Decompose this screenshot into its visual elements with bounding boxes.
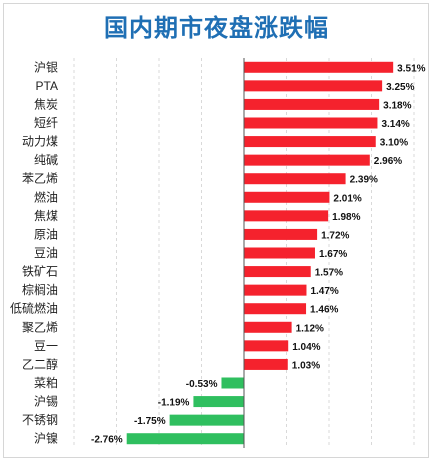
bar xyxy=(244,117,378,129)
category-label: 乙二醇 xyxy=(22,356,58,371)
value-label: -2.76% xyxy=(91,435,123,446)
value-label: 3.10% xyxy=(380,138,408,149)
category-label: 焦煤 xyxy=(34,209,58,223)
bar xyxy=(169,414,244,426)
bar xyxy=(126,433,244,445)
value-label: -1.19% xyxy=(158,398,190,409)
bar xyxy=(244,247,315,259)
category-labels: 沪银 PTA 焦炭短纤动力煤纯碱苯乙烯燃油焦煤原油豆油铁矿石棕榈油低硫燃油聚乙烯豆一… xyxy=(10,60,58,445)
category-label: 沪银 xyxy=(34,60,58,74)
category-label: 聚乙烯 xyxy=(22,320,58,334)
chart-title: 国内期市夜盘涨跌幅 xyxy=(104,13,329,42)
category-label: 苯乙烯 xyxy=(22,172,58,186)
value-labels: 3.51% 3.25% 3.18% 3.14% 3.10% 2.96% 2.39% 2.01%… xyxy=(91,63,426,445)
category-label: 短纤 xyxy=(34,116,58,130)
bar xyxy=(244,210,329,222)
category-label: 棕榈油 xyxy=(22,282,58,297)
value-label: 1.57% xyxy=(315,268,343,279)
value-label: 1.98% xyxy=(332,212,360,223)
bar xyxy=(244,321,292,333)
bar xyxy=(244,154,370,166)
category-label: 豆一 xyxy=(34,339,58,353)
bar xyxy=(244,136,376,148)
bar xyxy=(244,266,311,278)
category-label: 沪锡 xyxy=(34,394,58,409)
category-label: PTA xyxy=(36,79,58,93)
value-label: 2.96% xyxy=(374,156,402,167)
value-label: 2.01% xyxy=(333,193,361,204)
value-label: 3.18% xyxy=(383,100,411,111)
value-label: 3.14% xyxy=(381,119,409,130)
category-label: 原油 xyxy=(34,227,58,241)
bar xyxy=(244,173,346,185)
bar xyxy=(244,191,330,203)
bar xyxy=(244,284,307,296)
category-label: 动力煤 xyxy=(22,135,58,149)
value-label: 1.12% xyxy=(296,323,324,334)
value-label: 1.03% xyxy=(292,360,320,371)
category-label: 沪镍 xyxy=(34,432,58,446)
bar xyxy=(244,98,380,110)
bar xyxy=(244,303,307,315)
bar xyxy=(244,80,383,92)
category-label: 燃油 xyxy=(34,189,58,204)
value-label: 3.25% xyxy=(386,82,414,93)
value-label: -1.75% xyxy=(134,416,166,427)
category-label: 纯碱 xyxy=(34,153,58,167)
category-label: 焦炭 xyxy=(34,97,58,111)
bars xyxy=(126,61,394,445)
bar xyxy=(244,61,394,73)
value-label: -0.53% xyxy=(186,379,218,390)
category-label: 低硫燃油 xyxy=(10,301,58,316)
bar xyxy=(221,377,244,389)
value-label: 3.51% xyxy=(397,63,425,74)
bar xyxy=(244,228,318,240)
value-label: 1.46% xyxy=(310,305,338,316)
category-label: 菜粕 xyxy=(34,375,58,390)
value-label: 1.67% xyxy=(319,249,347,260)
category-label: 豆油 xyxy=(34,246,58,260)
value-label: 1.04% xyxy=(292,342,320,353)
value-label: 1.72% xyxy=(321,230,349,241)
bar xyxy=(193,396,244,408)
value-label: 2.39% xyxy=(350,175,378,186)
category-label: 铁矿石 xyxy=(22,265,58,279)
bar xyxy=(244,358,288,370)
category-label: 不锈钢 xyxy=(22,413,58,427)
value-label: 1.47% xyxy=(310,286,338,297)
bar xyxy=(244,340,289,352)
